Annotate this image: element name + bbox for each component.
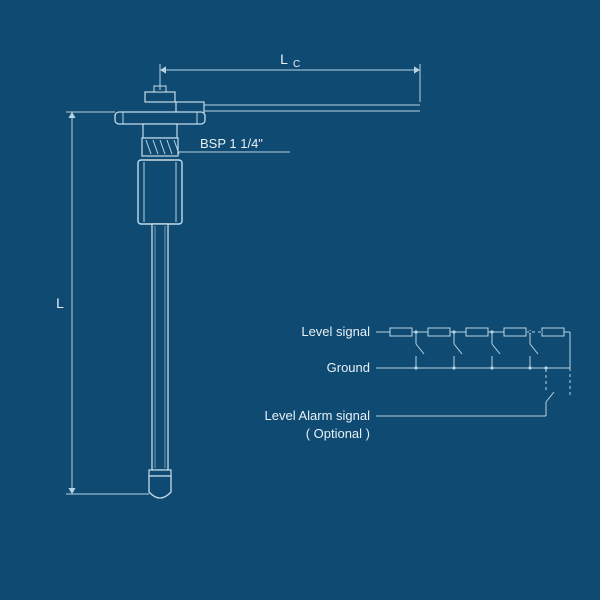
svg-text:L: L — [56, 295, 64, 311]
svg-text:Level signal: Level signal — [301, 324, 370, 339]
svg-text:BSP 1 1/4": BSP 1 1/4" — [200, 136, 263, 151]
svg-text:L: L — [280, 51, 288, 67]
svg-text:( Optional ): ( Optional ) — [306, 426, 370, 441]
svg-text:C: C — [293, 59, 300, 70]
svg-text:Level Alarm signal: Level Alarm signal — [265, 408, 371, 423]
svg-text:Ground: Ground — [327, 360, 370, 375]
